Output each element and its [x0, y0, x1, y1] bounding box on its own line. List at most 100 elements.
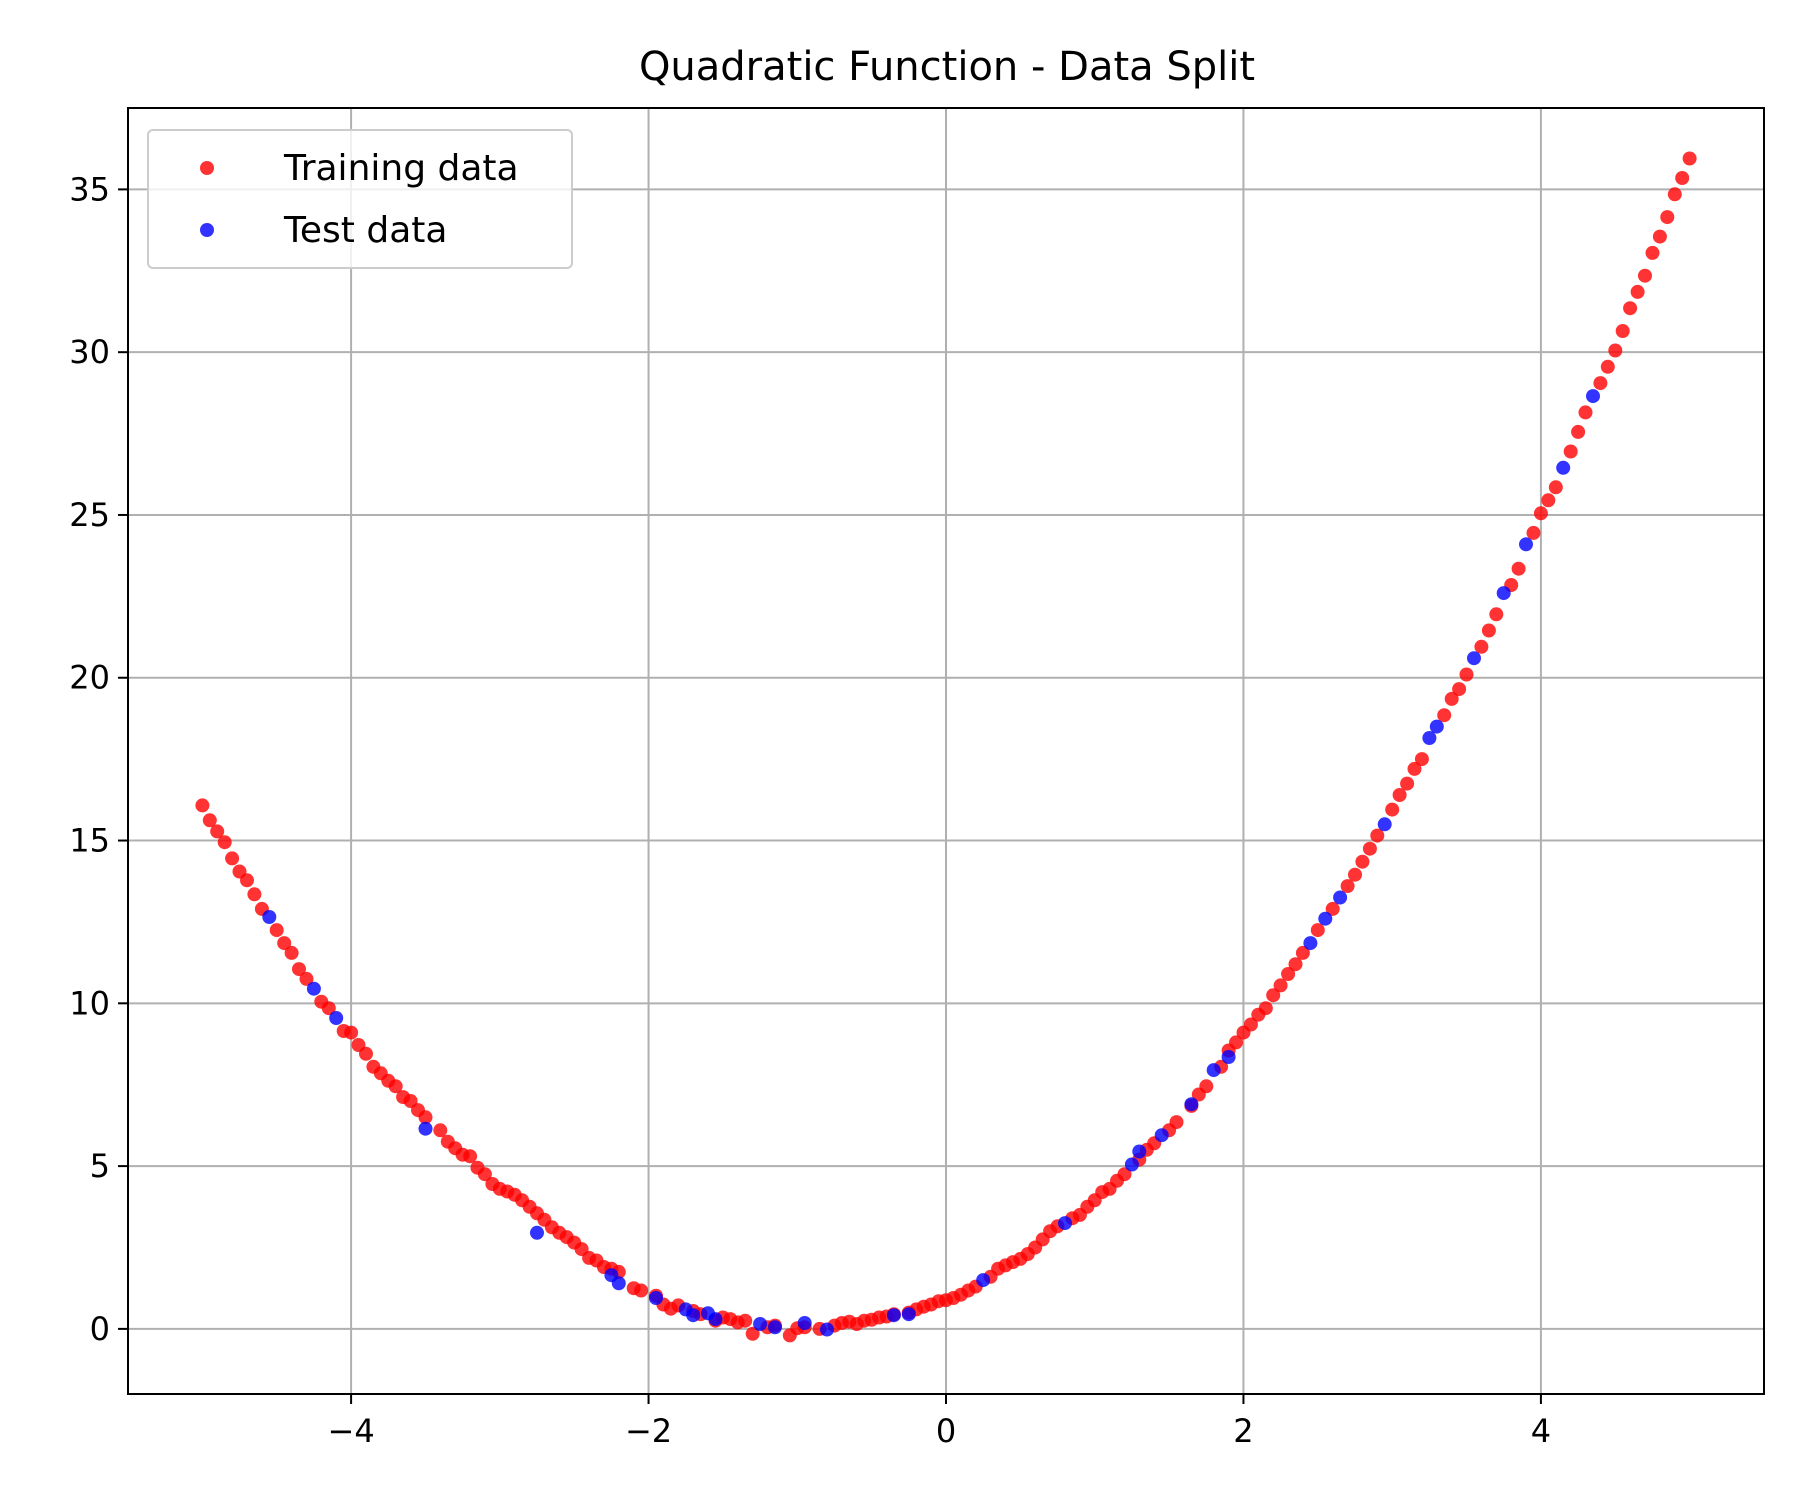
x-axis-ticks: −4 −2 0 2 4 [328, 1394, 1551, 1450]
data-point [708, 1312, 723, 1327]
data-point [1600, 359, 1615, 374]
data-point [1333, 890, 1348, 905]
data-point [1578, 405, 1593, 420]
data-point [477, 1167, 492, 1182]
data-point [1496, 586, 1511, 601]
data-point [1370, 828, 1385, 843]
data-point [433, 1123, 448, 1138]
data-point [1206, 1063, 1221, 1078]
data-point [1184, 1097, 1199, 1112]
data-point [1481, 623, 1496, 638]
data-point [210, 824, 225, 839]
data-point [1511, 561, 1526, 576]
legend-label: Training data [283, 148, 519, 189]
data-point [1229, 1035, 1243, 1050]
data-point [976, 1273, 991, 1288]
data-point [1608, 343, 1623, 358]
data-point [1452, 682, 1467, 697]
data-point [1310, 923, 1325, 938]
data-point [1348, 867, 1362, 882]
data-point [768, 1320, 782, 1335]
data-point [418, 1121, 433, 1136]
data-point [1459, 667, 1474, 682]
data-point [820, 1322, 834, 1337]
data-points [195, 151, 1697, 1343]
data-point [1526, 525, 1541, 540]
data-point [225, 851, 240, 866]
data-point [1266, 988, 1281, 1003]
data-point [1630, 284, 1645, 299]
data-point [1519, 537, 1533, 552]
y-tick-label: 20 [69, 659, 110, 697]
x-tick-label: −4 [328, 1412, 375, 1450]
data-point [738, 1313, 753, 1328]
grid-lines [128, 108, 1764, 1394]
legend-marker [200, 223, 214, 237]
data-point [344, 1025, 359, 1040]
data-point [1414, 752, 1429, 767]
data-point [1533, 506, 1548, 521]
data-point [1303, 936, 1318, 951]
data-point [292, 962, 306, 977]
data-point [1437, 708, 1452, 723]
data-point [1444, 691, 1459, 706]
data-point [1467, 651, 1481, 666]
data-point [1154, 1128, 1169, 1143]
data-point [1541, 493, 1556, 508]
data-point [269, 923, 284, 938]
x-tick-label: 0 [936, 1412, 956, 1450]
data-point [1586, 389, 1600, 404]
data-point [1325, 901, 1340, 916]
data-point [1132, 1144, 1147, 1159]
data-point [649, 1291, 663, 1305]
data-point [1355, 854, 1370, 869]
data-point [1571, 424, 1586, 439]
series-test [262, 389, 1600, 1337]
data-point [1273, 978, 1288, 993]
data-point [306, 981, 321, 996]
data-point [1385, 802, 1400, 817]
y-tick-label: 0 [90, 1310, 110, 1348]
data-point [1638, 268, 1652, 283]
data-point [686, 1308, 701, 1323]
legend-label: Test data [283, 210, 447, 251]
data-point [530, 1225, 544, 1240]
x-tick-label: −2 [625, 1412, 672, 1450]
data-point [463, 1149, 478, 1164]
data-point [284, 945, 299, 960]
data-point [1169, 1115, 1184, 1130]
legend-box [147, 129, 573, 269]
data-point [202, 813, 217, 828]
data-point [1474, 639, 1489, 654]
data-point [1400, 776, 1415, 791]
data-point [1429, 719, 1444, 734]
data-point [1563, 444, 1578, 459]
y-tick-label: 15 [69, 822, 110, 860]
y-tick-label: 30 [69, 333, 110, 371]
data-point [1221, 1050, 1236, 1064]
data-point [1548, 480, 1563, 495]
data-point [745, 1326, 760, 1341]
data-point [1422, 731, 1437, 745]
legend-marker [200, 161, 214, 175]
data-point [1489, 607, 1504, 622]
data-point [1281, 967, 1296, 981]
data-point [359, 1046, 373, 1061]
legend: Training data Test data [147, 129, 573, 269]
data-point [1295, 945, 1310, 960]
data-point [1288, 957, 1303, 972]
data-point [886, 1308, 901, 1323]
data-point [418, 1110, 433, 1125]
data-point [1623, 301, 1638, 316]
data-point [262, 910, 277, 924]
data-point [1392, 788, 1407, 802]
data-point [388, 1079, 403, 1094]
data-point [1615, 324, 1630, 338]
data-point [1318, 911, 1333, 926]
data-point [611, 1276, 626, 1291]
data-point [1362, 841, 1377, 856]
data-point [1682, 151, 1697, 166]
data-point [321, 1001, 336, 1016]
data-point [1645, 245, 1660, 260]
